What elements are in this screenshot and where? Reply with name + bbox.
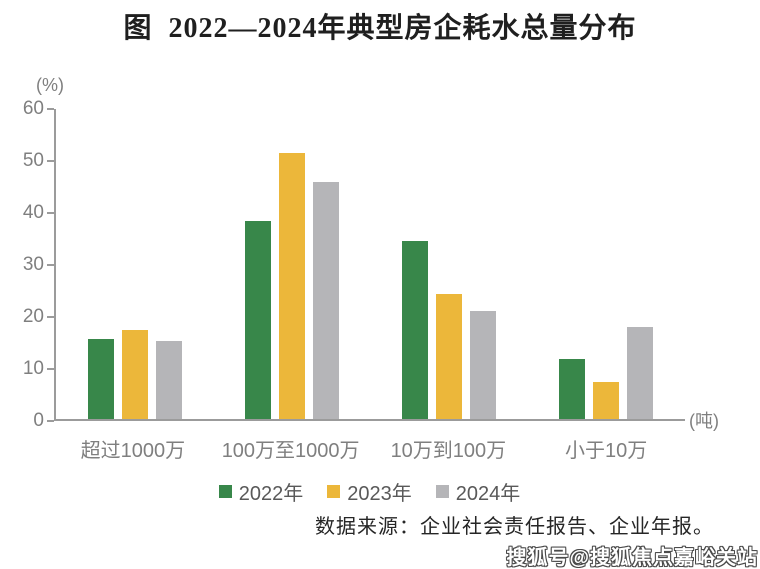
y-tick-label: 10: [22, 358, 44, 379]
bar-2024年-小于10万: [627, 326, 654, 419]
bar-2023年-超过1000万: [121, 330, 148, 419]
bar-2022年-100万至1000万: [244, 220, 271, 419]
y-tick-label: 20: [22, 306, 44, 327]
bar-2023年-100万至1000万: [278, 152, 305, 419]
legend-item-2023年: 2023年: [327, 477, 412, 506]
bar-group: [528, 109, 685, 419]
bar-2024年-10万到100万: [470, 310, 497, 419]
y-tick-label: 60: [22, 98, 44, 119]
plot-area: [54, 109, 685, 421]
y-tick-mark: [47, 316, 54, 318]
source-note: 数据来源：企业社会责任报告、企业年报。: [315, 516, 714, 538]
bar-2023年-小于10万: [593, 382, 620, 419]
x-axis-unit-label: (吨): [689, 411, 719, 431]
bar-group: [213, 109, 370, 419]
y-tick-mark: [47, 160, 54, 162]
y-axis-unit-label: (%): [36, 75, 64, 95]
legend: 2022年 2023年 2024年: [54, 477, 685, 506]
x-category-label: 10万到100万: [390, 440, 507, 462]
legend-item-2024年: 2024年: [435, 477, 521, 506]
legend-label: 2023年: [347, 483, 412, 505]
chart-title: 图 2022—2024年典型房企耗水总量分布: [123, 13, 637, 44]
x-category-label: 小于10万: [565, 440, 648, 462]
bar-2023年-10万到100万: [436, 294, 463, 419]
bar-groups: [56, 109, 685, 419]
legend-label: 2024年: [455, 483, 521, 505]
legend-swatch-icon: [327, 485, 341, 498]
legend-swatch-icon: [435, 485, 449, 498]
bar-2022年-10万到100万: [402, 240, 429, 419]
watermark: 搜狐号@搜狐焦点嘉峪关站: [506, 547, 758, 569]
x-category-label: 100万至1000万: [221, 440, 360, 462]
legend-item-2022年: 2022年: [218, 477, 304, 506]
y-tick-label: 50: [22, 150, 44, 171]
y-tick-mark: [47, 368, 54, 370]
y-tick-label: 40: [22, 202, 44, 223]
y-tick-mark: [47, 212, 54, 214]
x-category-label: 超过1000万: [80, 440, 186, 462]
bar-group: [56, 109, 213, 419]
y-tick-label: 30: [22, 254, 44, 275]
bar-2024年-超过1000万: [155, 340, 182, 419]
legend-label: 2022年: [238, 483, 304, 505]
bar-2022年-小于10万: [559, 358, 586, 419]
y-tick-mark: [47, 108, 54, 110]
legend-swatch-icon: [218, 485, 232, 498]
bar-group: [371, 109, 528, 419]
y-tick-mark: [47, 264, 54, 266]
bar-2024年-100万至1000万: [312, 182, 339, 419]
y-tick-label: 0: [33, 410, 44, 431]
bar-2022年-超过1000万: [87, 338, 114, 419]
y-tick-mark: [47, 420, 54, 422]
